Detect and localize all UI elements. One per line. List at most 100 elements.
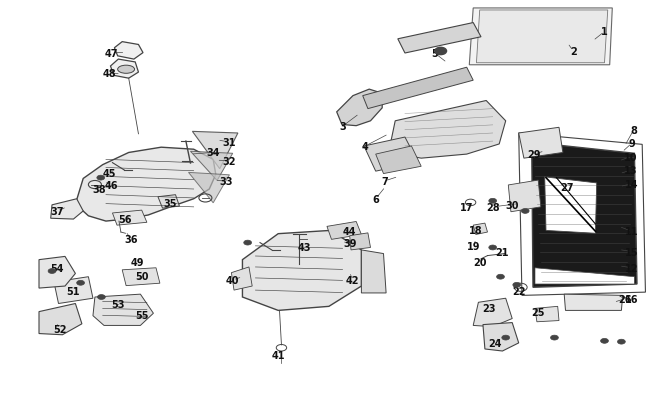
Text: 8: 8 [630,126,637,135]
Polygon shape [376,147,421,174]
Polygon shape [75,148,216,222]
Polygon shape [114,43,143,60]
Polygon shape [327,222,361,240]
Text: 37: 37 [51,207,64,216]
Circle shape [489,199,497,204]
Polygon shape [54,277,93,304]
Polygon shape [535,307,559,322]
Circle shape [244,241,252,245]
Polygon shape [51,199,83,220]
Text: 30: 30 [506,201,519,211]
Text: 11: 11 [625,227,638,237]
Circle shape [97,176,105,181]
Circle shape [489,245,497,250]
Text: 24: 24 [489,339,502,348]
Text: 53: 53 [112,300,125,309]
Text: 26: 26 [619,294,632,304]
Text: 15: 15 [625,247,638,257]
Polygon shape [112,211,147,226]
Text: 34: 34 [207,148,220,158]
Text: 10: 10 [624,152,637,162]
Circle shape [435,48,447,55]
Text: 36: 36 [125,235,138,245]
Polygon shape [508,181,541,212]
Polygon shape [111,60,138,79]
Circle shape [502,335,510,340]
Text: 19: 19 [467,241,480,251]
Text: 39: 39 [343,239,356,249]
Ellipse shape [118,66,135,74]
Text: 44: 44 [343,227,356,237]
Polygon shape [545,177,597,234]
Text: 49: 49 [131,258,144,267]
Text: 1: 1 [601,28,608,37]
Polygon shape [192,132,238,169]
Polygon shape [519,128,563,159]
Text: 43: 43 [298,243,311,253]
Text: 12: 12 [625,263,638,273]
Text: 35: 35 [164,198,177,208]
Text: 5: 5 [431,49,437,58]
Text: 28: 28 [486,202,499,212]
Text: 38: 38 [92,185,105,194]
Polygon shape [469,9,612,66]
Text: 6: 6 [372,194,379,204]
Polygon shape [473,298,512,327]
Text: 16: 16 [625,294,638,304]
Polygon shape [93,294,153,326]
Text: 14: 14 [625,179,638,189]
Polygon shape [122,268,160,286]
Polygon shape [231,267,252,290]
Polygon shape [350,233,370,250]
Text: 13: 13 [624,166,637,176]
Text: 55: 55 [135,310,148,320]
Circle shape [513,283,521,288]
Polygon shape [476,11,608,64]
Text: 20: 20 [473,258,486,267]
Polygon shape [483,323,519,351]
Polygon shape [564,294,623,311]
Text: 17: 17 [460,202,473,212]
Text: 45: 45 [103,168,116,178]
Polygon shape [364,138,418,172]
Text: 7: 7 [382,177,388,186]
Text: 50: 50 [135,271,148,281]
Text: 23: 23 [482,304,495,313]
Polygon shape [190,152,233,181]
Text: 32: 32 [222,156,235,166]
Text: 33: 33 [220,177,233,186]
Polygon shape [389,101,506,159]
Text: 4: 4 [362,142,369,151]
Circle shape [521,209,529,214]
Text: 31: 31 [222,138,235,147]
Text: 56: 56 [118,215,131,224]
Polygon shape [473,224,488,235]
Text: 51: 51 [66,286,79,296]
Circle shape [601,339,608,343]
Text: 22: 22 [512,286,525,296]
Text: 41: 41 [272,351,285,360]
Circle shape [497,275,504,279]
Polygon shape [398,23,481,54]
Polygon shape [361,250,386,293]
Text: 46: 46 [105,181,118,190]
Text: 27: 27 [560,182,573,192]
Text: 47: 47 [105,49,118,58]
Polygon shape [242,231,361,311]
Text: 40: 40 [226,275,239,285]
Circle shape [48,269,56,274]
Polygon shape [363,68,473,109]
Circle shape [618,339,625,344]
Text: 21: 21 [495,247,508,257]
Text: 3: 3 [340,122,346,131]
Polygon shape [535,268,634,284]
Polygon shape [158,195,179,209]
Circle shape [77,281,85,286]
Text: 52: 52 [53,324,66,334]
Text: 48: 48 [103,69,116,79]
Text: 25: 25 [532,308,545,318]
Text: 9: 9 [629,139,635,149]
Circle shape [551,335,558,340]
Polygon shape [532,143,637,288]
Text: 54: 54 [51,263,64,273]
